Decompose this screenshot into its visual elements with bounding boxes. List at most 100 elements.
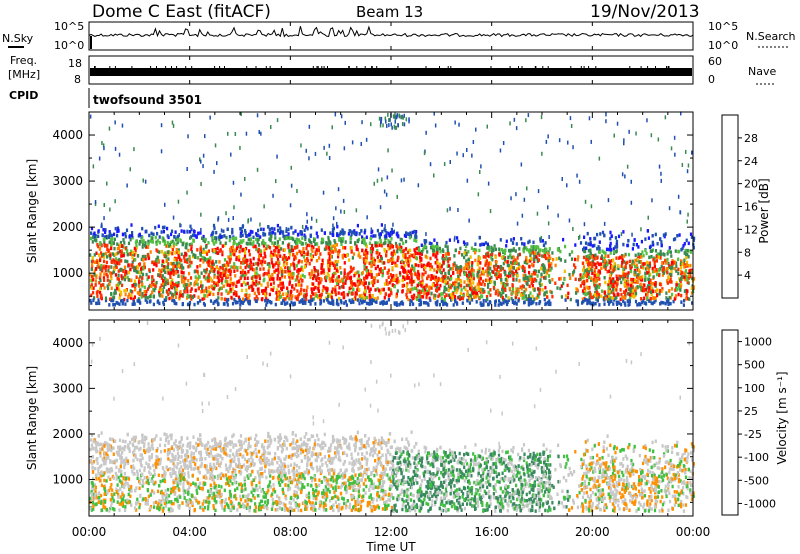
scatter-point [540,282,543,287]
scatter-point [289,290,292,294]
scatter-point [146,300,149,304]
scatter-point [197,274,200,279]
scatter-point [301,301,305,305]
scatter-point [503,298,506,302]
scatter-point [436,241,439,246]
scatter-point [112,241,115,245]
scatter-point [634,258,637,263]
scatter-point [609,236,612,241]
scatter-point [608,294,611,299]
scatter-point [211,279,214,283]
scatter-point [105,265,108,269]
scatter-point [164,265,167,269]
scatter-point [358,301,361,306]
scatter-point [396,249,399,254]
scatter-point [353,229,356,233]
scatter-point [95,239,98,243]
scatter-point [251,280,254,285]
scatter-point [387,239,390,243]
scatter-point [158,293,161,297]
scatter-point [218,260,221,264]
scatter-point [511,241,515,245]
scatter-point [204,237,207,242]
scatter-point [203,239,207,244]
scatter-point [369,236,372,241]
scatter-point [163,276,166,280]
scatter-point [99,295,103,299]
scatter-point [328,247,331,251]
scatter-point [378,288,381,292]
scatter-point [399,260,403,265]
scatter-point [512,277,515,281]
scatter-point [436,286,439,290]
scatter-point [258,281,261,285]
scatter-point [503,251,507,255]
scatter-point [217,296,220,300]
scatter-point [196,248,199,252]
scatter-point [554,263,557,268]
scatter-point [92,235,95,240]
scatter-point [165,255,168,259]
scatter-point [252,235,255,240]
scatter-point [283,270,286,274]
scatter-point [500,280,503,285]
scatter-point [124,246,127,251]
scatter-point [395,303,398,307]
scatter-point [647,271,650,275]
scatter-point [395,301,398,305]
scatter-point [255,271,258,275]
scatter-point [584,241,588,245]
scatter-point [133,253,136,257]
scatter-point [409,269,413,273]
scatter-point [186,257,189,262]
scatter-point [385,250,388,254]
scatter-point [650,254,653,259]
scatter-point [414,263,418,267]
scatter-point [436,247,439,252]
scatter-point [513,301,516,306]
scatter-point [239,303,242,307]
scatter-point [244,231,247,235]
scatter-point [584,298,587,302]
scatter-point [285,234,289,238]
scatter-point [208,292,211,296]
scatter-point [604,251,607,255]
scatter-point [607,292,610,296]
scatter-point [445,287,448,292]
scatter-point [297,294,300,298]
scatter-point [107,249,110,253]
scatter-point [575,299,578,303]
scatter-point [356,279,359,284]
scatter-point [613,298,616,302]
scatter-point [270,261,274,265]
scatter-point [300,287,303,291]
scatter-point [333,244,336,248]
scatter-point [146,296,149,300]
scatter-point [679,288,682,292]
scatter-point [604,280,607,285]
scatter-point [183,230,186,234]
scatter-point [365,295,368,300]
scatter-point [320,263,323,267]
scatter-point [677,249,681,254]
scatter-point [233,269,236,273]
scatter-point [152,295,155,299]
scatter-point [393,284,396,289]
scatter-point [435,278,438,283]
scatter-point [614,245,617,249]
scatter-point [392,257,395,262]
scatter-point [249,264,252,269]
scatter-point [608,277,611,281]
scatter-point [630,282,633,286]
scatter-point [167,250,170,255]
scatter-point [106,255,109,259]
scatter-point [660,243,663,248]
scatter-point [313,274,316,279]
scatter-point [166,265,170,269]
scatter-point [161,236,164,240]
scatter-point [110,271,113,276]
scatter-point [541,254,544,258]
scatter-point [625,282,628,286]
scatter-point [438,262,441,266]
scatter-point [98,265,101,270]
